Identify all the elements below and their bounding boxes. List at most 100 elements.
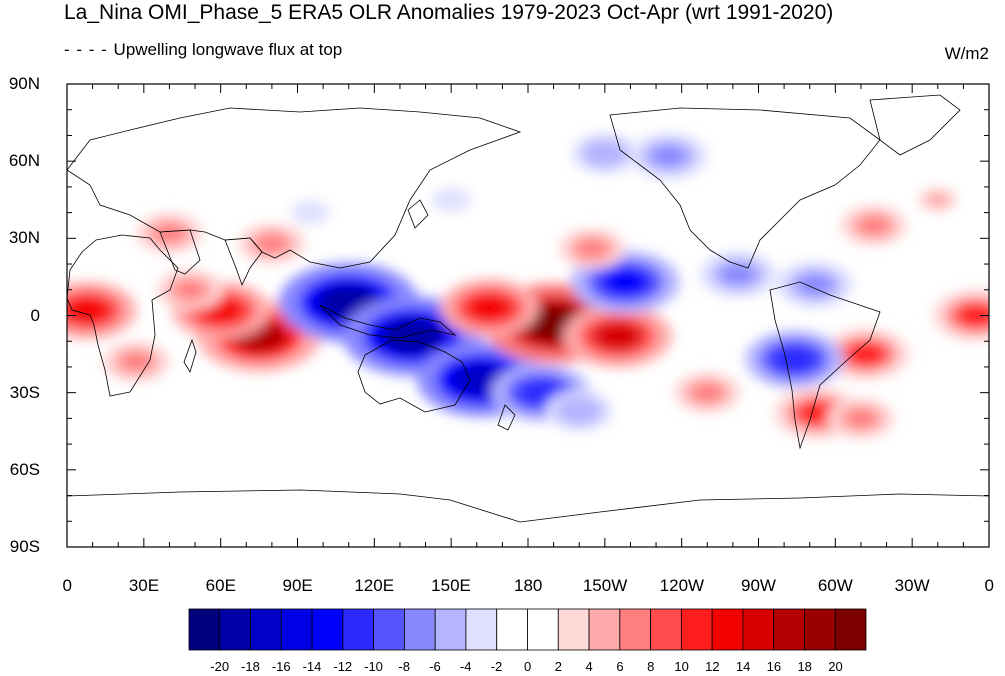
anomaly-blob-13-2 (593, 321, 643, 351)
anomaly-blob-18-2 (797, 274, 833, 296)
colorbar-label: 6 (616, 659, 624, 674)
colorbar-box (188, 608, 221, 651)
anomaly-blob-17-2 (720, 263, 756, 285)
coastline-greenland (869, 94, 961, 156)
anomaly-blob-4-2 (174, 280, 206, 299)
colorbar-label: 12 (705, 659, 720, 674)
lon-label: 90E (282, 576, 313, 595)
colorbar-box (434, 608, 467, 651)
anomaly-blob-2-2 (67, 297, 110, 324)
colorbar-box (834, 608, 867, 651)
lat-label: 90N (8, 74, 40, 93)
colorbar-box (619, 608, 651, 651)
anomaly-blob-3-2 (121, 352, 152, 371)
colorbar-label: 2 (554, 659, 562, 674)
colorbar-label: -4 (459, 659, 472, 674)
lon-label: 120W (659, 576, 705, 595)
colorbar-box (496, 608, 528, 651)
coastline-eurasia (67, 107, 522, 269)
coastline-south-america (769, 281, 881, 450)
anomaly-blob-20-2 (772, 346, 817, 373)
colorbar-box (773, 608, 805, 651)
anomaly-blob-28-2 (924, 191, 951, 208)
anomaly-blob-5-2 (154, 224, 185, 243)
anomaly-blob-30-2 (845, 409, 877, 428)
lon-label: 30W (894, 576, 930, 595)
anomaly-blob-19-2 (846, 342, 886, 366)
coastline-australia (357, 339, 471, 413)
colorbar-label: 20 (828, 659, 843, 674)
anomaly-blob-22-2 (956, 303, 989, 328)
coastline-antarctica (67, 489, 989, 523)
colorbar-label: -8 (398, 659, 410, 674)
colorbar-box (404, 608, 436, 651)
anomaly-blob-16-2 (576, 239, 608, 258)
dashed-line-icon: - - - - (64, 40, 114, 59)
coastlines (67, 94, 989, 523)
colorbar-box (804, 608, 836, 651)
colorbar-label: 18 (797, 659, 812, 674)
anomaly-blob-8-2 (381, 318, 445, 355)
anomaly-blob-23-2 (692, 383, 723, 402)
anomaly-blob-15-2 (600, 267, 650, 297)
colorbar-label: -10 (364, 659, 383, 674)
coastline-new-zealand (497, 404, 516, 431)
lat-label: 60S (9, 459, 40, 479)
lon-label: 0 (62, 576, 72, 595)
colorbar-box (711, 608, 744, 651)
lon-label: 120E (354, 576, 395, 595)
lon-label: 0 (984, 576, 994, 595)
lon-label: 180 (514, 576, 543, 595)
lon-label: 60W (817, 576, 853, 595)
coastline-africa (67, 234, 179, 397)
lon-label: 90W (741, 576, 776, 595)
colorbar-label: 4 (585, 659, 593, 674)
anomaly-blob-26-2 (297, 204, 324, 221)
colorbar-box (373, 608, 405, 651)
colorbar-label: 14 (735, 659, 751, 674)
anomaly-blob-27-2 (858, 216, 889, 235)
colorbar-box (557, 608, 590, 651)
colorbar-label: -14 (302, 659, 322, 674)
colorbar-label: 0 (524, 659, 532, 674)
coastline-japan (407, 199, 429, 229)
colorbar-box (650, 608, 682, 651)
anomaly-blob-6-2 (256, 234, 288, 253)
units-label: W/m2 (944, 44, 989, 63)
lon-label: 60E (205, 576, 236, 595)
coastline-indonesia (319, 304, 457, 339)
colorbar-box (588, 608, 621, 651)
anomaly-blob-25-2 (589, 144, 620, 163)
colorbar-label: -12 (333, 659, 353, 674)
colorbar-label: -18 (241, 659, 260, 674)
colorbar-box (527, 608, 559, 651)
anomaly-blob-29-2 (438, 191, 464, 208)
chart-title: La_Nina OMI_Phase_5 ERA5 OLR Anomalies 1… (64, 1, 834, 24)
colorbar-box (465, 608, 498, 651)
colorbar-box (680, 608, 713, 651)
anomaly-field (67, 132, 989, 440)
colorbar-box (250, 608, 282, 651)
axis-ticks (66, 83, 990, 548)
lon-label: 150E (431, 576, 471, 595)
colorbar (188, 608, 867, 651)
colorbar-label: -20 (210, 659, 230, 674)
anomaly-blob-24-2 (651, 145, 687, 167)
coastline-north-america (609, 107, 881, 269)
colorbar-box (342, 608, 375, 651)
anomaly-blob-21-2 (797, 401, 838, 425)
lat-label: 30N (8, 228, 40, 248)
subtitle: - - - - Upwelling longwave flux at top (64, 40, 342, 60)
lat-label: 60N (8, 151, 40, 171)
anomaly-blob-14-2 (467, 294, 512, 321)
colorbar-box (742, 608, 775, 651)
colorbar-box (219, 608, 251, 651)
subtitle-text: Upwelling longwave flux at top (113, 40, 343, 59)
lat-label: 90S (9, 537, 40, 556)
anomaly-blob-11-2 (564, 401, 595, 420)
lat-label: 0 (30, 305, 40, 325)
colorbar-label: 16 (766, 659, 782, 674)
colorbar-box (280, 608, 313, 651)
lon-label: 150W (582, 576, 628, 595)
